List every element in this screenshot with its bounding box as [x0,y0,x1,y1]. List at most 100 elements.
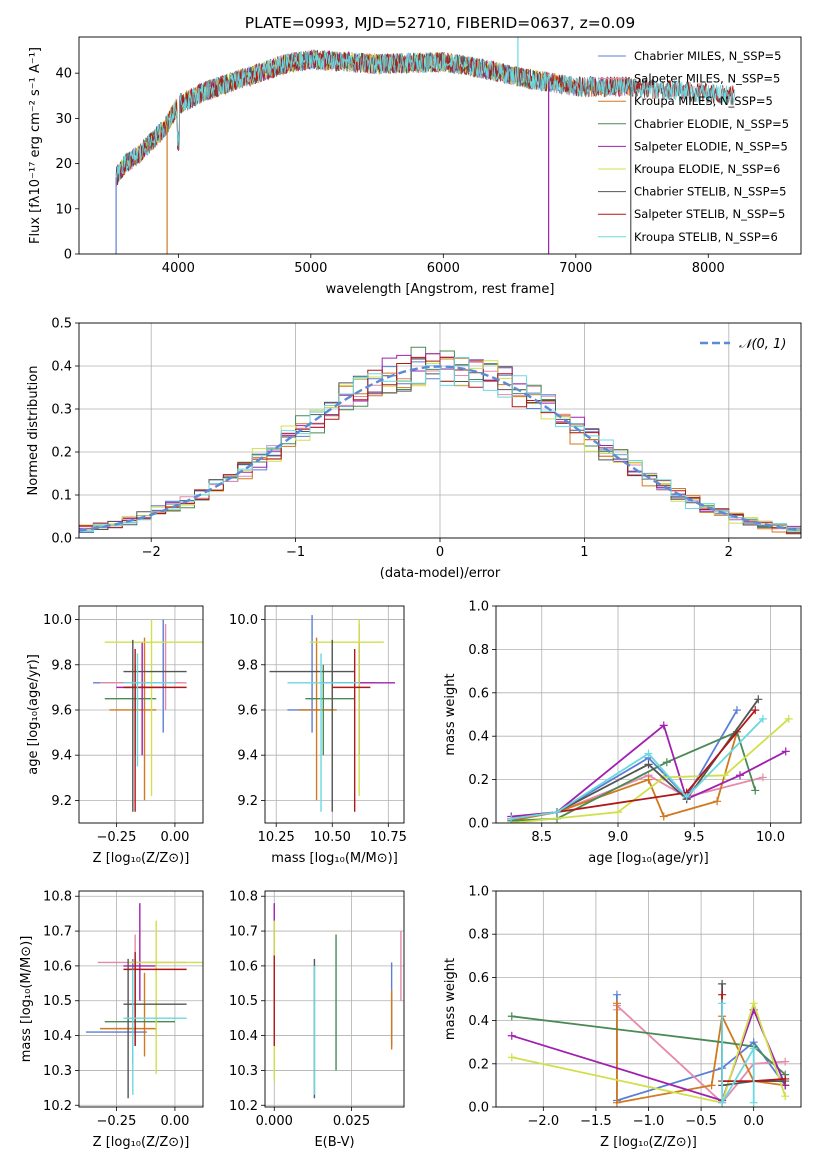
plot-area-Z-age [79,606,203,823]
y-tick-label: 0 [64,248,72,263]
plot-area-mass-age [265,606,404,823]
weight-marker [507,1053,516,1062]
x-tick-label: 10.75 [370,830,407,845]
plot-area-Z-weight [496,891,801,1107]
weight-marker [718,990,727,999]
histogram-series-8 [79,356,801,535]
y-tick-label: 9.8 [51,658,72,673]
axes-frame [495,890,802,1108]
weight-marker [718,1098,727,1107]
x-tick-label: −0.5 [685,1114,717,1129]
legend-label-8: Salpeter STELIB, N_SSP=5 [634,207,785,221]
x-axis-label: E(B-V) [314,1135,354,1150]
axes-frame [495,605,802,824]
y-tick-label: 0.0 [51,532,72,547]
weight-marker [662,758,671,767]
x-tick-label: −2.0 [528,1114,560,1129]
y-tick-label: 0.4 [468,1014,489,1029]
y-axis-label: age [log₁₀(age/yr)] [26,654,41,775]
x-axis-label: Z [log₁₀(Z/Z⊙)] [93,851,190,866]
x-axis-label: age [log₁₀(age/yr)] [588,851,709,866]
y-tick-label: 10.6 [43,959,72,974]
legend-label-2: Salpeter MILES, N_SSP=5 [634,72,780,86]
legend-label-6: Kroupa ELODIE, N_SSP=6 [634,162,780,176]
weight-series-4 [511,1015,786,1076]
x-tick-label: 8000 [692,261,725,276]
y-axis-label: mass [log₁₀(M/M⊙)] [19,936,34,1063]
histogram-series-9 [79,357,801,532]
axes-frame [78,36,802,255]
weight-marker [749,1044,758,1053]
weight-marker [718,999,727,1008]
weight-marker [659,721,668,730]
x-tick-label: 0.00 [160,1114,189,1129]
x-tick-label: 1 [580,545,588,560]
y-tick-label: 40 [55,67,72,82]
y-tick-label: 9.4 [237,749,258,764]
x-axis-label: Z [log₁₀(Z/Z⊙)] [600,1135,697,1150]
weight-marker [612,1098,621,1107]
x-tick-label: 4000 [162,261,195,276]
panel-residuals: −2 −1 0 1 2 0.0 0.1 0.2 0.3 0.4 0.5 (data-model)/er… [26,317,802,581]
y-tick-label: 0.3 [51,403,72,418]
y-axis-label: Normed distribution [26,366,41,496]
y-tick-label: 0.4 [51,360,72,375]
y-tick-label: 1.0 [468,600,489,615]
weight-marker [707,1081,716,1090]
y-tick-label: 10 [55,202,72,217]
spectrum-series-1 [115,51,632,181]
y-tick-label: 0.2 [468,773,489,788]
weight-series-9 [721,1003,755,1107]
panel-age-weight: 8.5 9.0 9.5 10.0 0.0 0.2 0.4 0.6 0.8 1.0 age [log₁… [443,600,802,866]
x-axis-label: Z [log₁₀(Z/Z⊙)] [93,1135,190,1150]
x-tick-label: −1.5 [580,1114,612,1129]
x-tick-label: 10.50 [314,830,351,845]
weight-marker [751,706,760,715]
panel-Z-weight: −2.0 −1.5 −1.0 −0.5 0.0 0.0 0.2 0.4 0.6 0.8 1.0 Z [… [443,885,802,1150]
x-tick-label: 6000 [427,261,460,276]
y-tick-label: 10.4 [43,1029,72,1044]
weight-marker [659,812,668,821]
weight-marker [736,771,744,780]
y-tick-label: 10.5 [43,994,72,1009]
spectrum-series-9 [115,50,735,182]
x-tick-label: −1.0 [633,1114,665,1129]
y-tick-label: 0.4 [468,730,489,745]
weight-marker [507,814,516,823]
x-tick-label: 5000 [294,261,327,276]
legend-label-4: Chabrier ELODIE, N_SSP=5 [634,117,789,131]
y-tick-label: 10.6 [229,959,258,974]
y-tick-label: 9.6 [237,703,258,718]
y-tick-label: 10.2 [43,1099,72,1114]
y-axis-label: mass weight [443,958,458,1040]
y-tick-label: 0.6 [468,686,489,701]
x-tick-label: −2 [142,545,161,560]
legend-label-3: Kroupa MILES, N_SSP=5 [634,94,773,108]
x-tick-label: 7000 [559,261,592,276]
x-tick-label: −0.25 [97,830,137,845]
y-axis-label: Flux [fλ10⁻¹⁷ erg cm⁻² s⁻¹ A⁻¹] [28,47,43,244]
plot-area-spectrum [115,37,735,254]
weight-marker [751,786,760,795]
legend-label-normal: 𝒩(0, 1) [739,337,786,352]
y-tick-label: 10.5 [229,994,258,1009]
weight-marker [553,808,561,817]
axes-frame [264,890,405,1108]
weight-series-6 [511,1000,787,1104]
panel-Z-age: −0.25 0.00 9.2 9.4 9.6 9.8 10.0 Z [log₁₀(Z/Z⊙)]… [26,605,204,866]
panel-ebv-mass: 0.000 0.025 10.2 10.3 10.4 10.5 10.6 10.7 10.8 E(… [229,890,405,1150]
plot-area-residuals [79,323,801,538]
axes-frame [264,605,405,824]
weight-marker [749,999,758,1008]
x-tick-label: 8.5 [531,830,552,845]
x-tick-label: 0.0 [743,1114,764,1129]
weight-series-9 [511,718,764,820]
plot-area-ebv-mass [265,891,404,1107]
y-tick-label: 0.2 [51,446,72,461]
y-tick-label: 9.2 [237,794,258,809]
y-tick-label: 10.3 [229,1064,258,1079]
weight-marker [614,808,622,817]
weight-marker [507,1031,516,1040]
weight-marker [758,773,767,782]
